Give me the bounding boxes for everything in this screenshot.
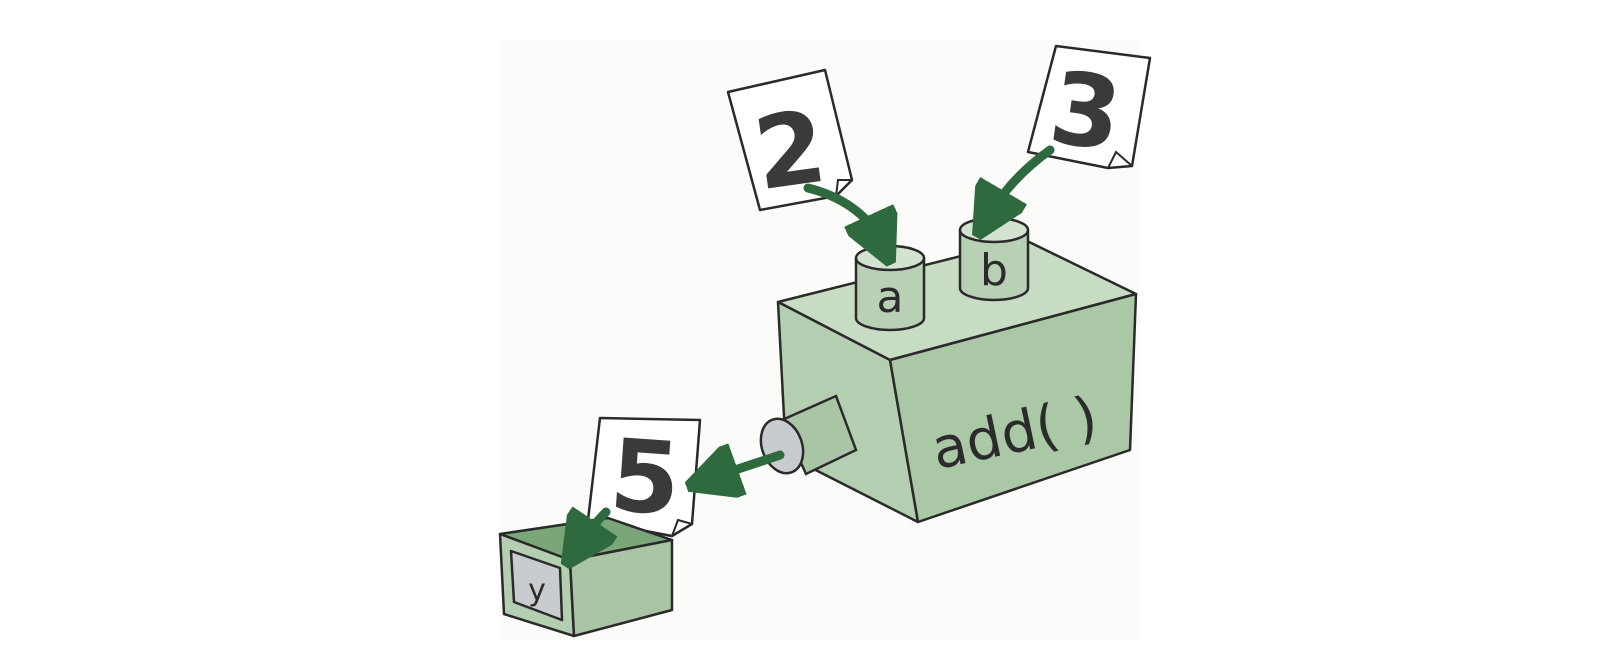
input-paper-2 — [726, 68, 854, 212]
input-paper-3 — [1026, 44, 1152, 170]
output-box-window — [509, 549, 564, 622]
arrow-spout-to-5 — [712, 455, 785, 478]
output-value-5: 5 — [606, 417, 684, 539]
input-port-b-label: b — [980, 245, 1008, 296]
function-box — [776, 238, 1138, 524]
arrow-5-to-y — [580, 512, 606, 544]
output-paper-5 — [586, 416, 702, 538]
arrows — [580, 145, 1055, 544]
arrow-3-to-b — [990, 145, 1055, 214]
input-value-3: 3 — [1043, 49, 1128, 175]
arrow-2-to-a — [803, 183, 880, 240]
input-port-a-label: a — [877, 272, 904, 323]
output-variable-label: y — [528, 573, 546, 608]
function-box-right-face — [888, 292, 1138, 524]
